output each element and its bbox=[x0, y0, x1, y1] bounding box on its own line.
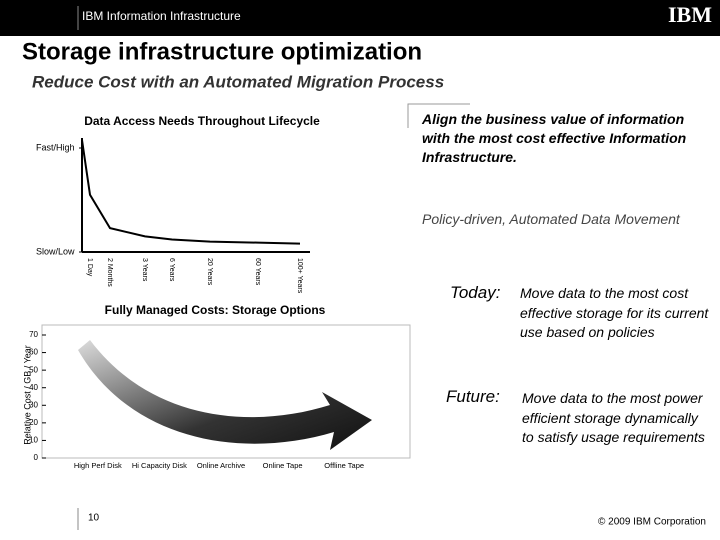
x-tick-label: High Perf Disk bbox=[73, 461, 122, 470]
slide-subtitle: Reduce Cost with an Automated Migration … bbox=[32, 72, 444, 91]
y-tick-label: 60 bbox=[29, 348, 38, 357]
y-tick-label: 70 bbox=[29, 330, 38, 339]
policy-text: Policy-driven, Automated Data Movement bbox=[422, 211, 680, 227]
future-label: Future: bbox=[446, 387, 500, 406]
x-tick-label: 100+ Years bbox=[296, 258, 303, 294]
slide-title: Storage infrastructure optimization bbox=[22, 38, 422, 65]
y-tick-label: 0 bbox=[34, 453, 39, 462]
chart-title: Data Access Needs Throughout Lifecycle bbox=[84, 114, 320, 128]
y-tick-label: 40 bbox=[29, 383, 38, 392]
migration-arrow bbox=[78, 340, 372, 450]
align-text: Align the business value of information … bbox=[422, 111, 687, 165]
x-tick-label: 2 Months bbox=[106, 258, 113, 287]
x-tick-label: 6 Years bbox=[168, 258, 175, 282]
page-number: 10 bbox=[88, 513, 100, 524]
x-tick-label: 20 Years bbox=[206, 258, 213, 286]
x-tick-label: Online Archive bbox=[196, 461, 246, 470]
today-label: Today: bbox=[450, 283, 501, 302]
x-tick-label: Online Tape bbox=[262, 461, 303, 470]
y-tick-label: 50 bbox=[29, 365, 38, 374]
y-tick-label: 20 bbox=[29, 418, 38, 427]
y-tick-label: Slow/Low bbox=[36, 246, 75, 256]
plot-frame bbox=[41, 324, 411, 459]
y-tick-label: Fast/High bbox=[36, 142, 75, 152]
copyright: © 2009 IBM Corporation bbox=[598, 517, 706, 528]
lifecycle-line bbox=[81, 139, 301, 245]
x-tick-label: 1 Day bbox=[86, 258, 93, 277]
y-tick-label: 30 bbox=[29, 400, 38, 409]
chart-title: Fully Managed Costs: Storage Options bbox=[105, 303, 326, 317]
today-text: Move data to the most cost effective sto… bbox=[520, 285, 709, 340]
x-tick-label: Offline Tape bbox=[324, 461, 365, 470]
callout-bracket bbox=[407, 103, 470, 128]
header-bar bbox=[0, 0, 720, 36]
x-tick-label: 3 Years bbox=[141, 258, 148, 282]
header-section: IBM Information Infrastructure bbox=[82, 9, 241, 23]
x-tick-label: 60 Years bbox=[254, 258, 261, 286]
ibm-logo: IBM bbox=[668, 2, 712, 27]
x-tick-label: Hi Capacity Disk bbox=[131, 461, 187, 470]
y-axis-label: Relative Cost / GB / Year bbox=[22, 345, 32, 445]
future-text: Move data to the most power efficient st… bbox=[522, 390, 705, 445]
y-tick-label: 10 bbox=[29, 436, 38, 445]
